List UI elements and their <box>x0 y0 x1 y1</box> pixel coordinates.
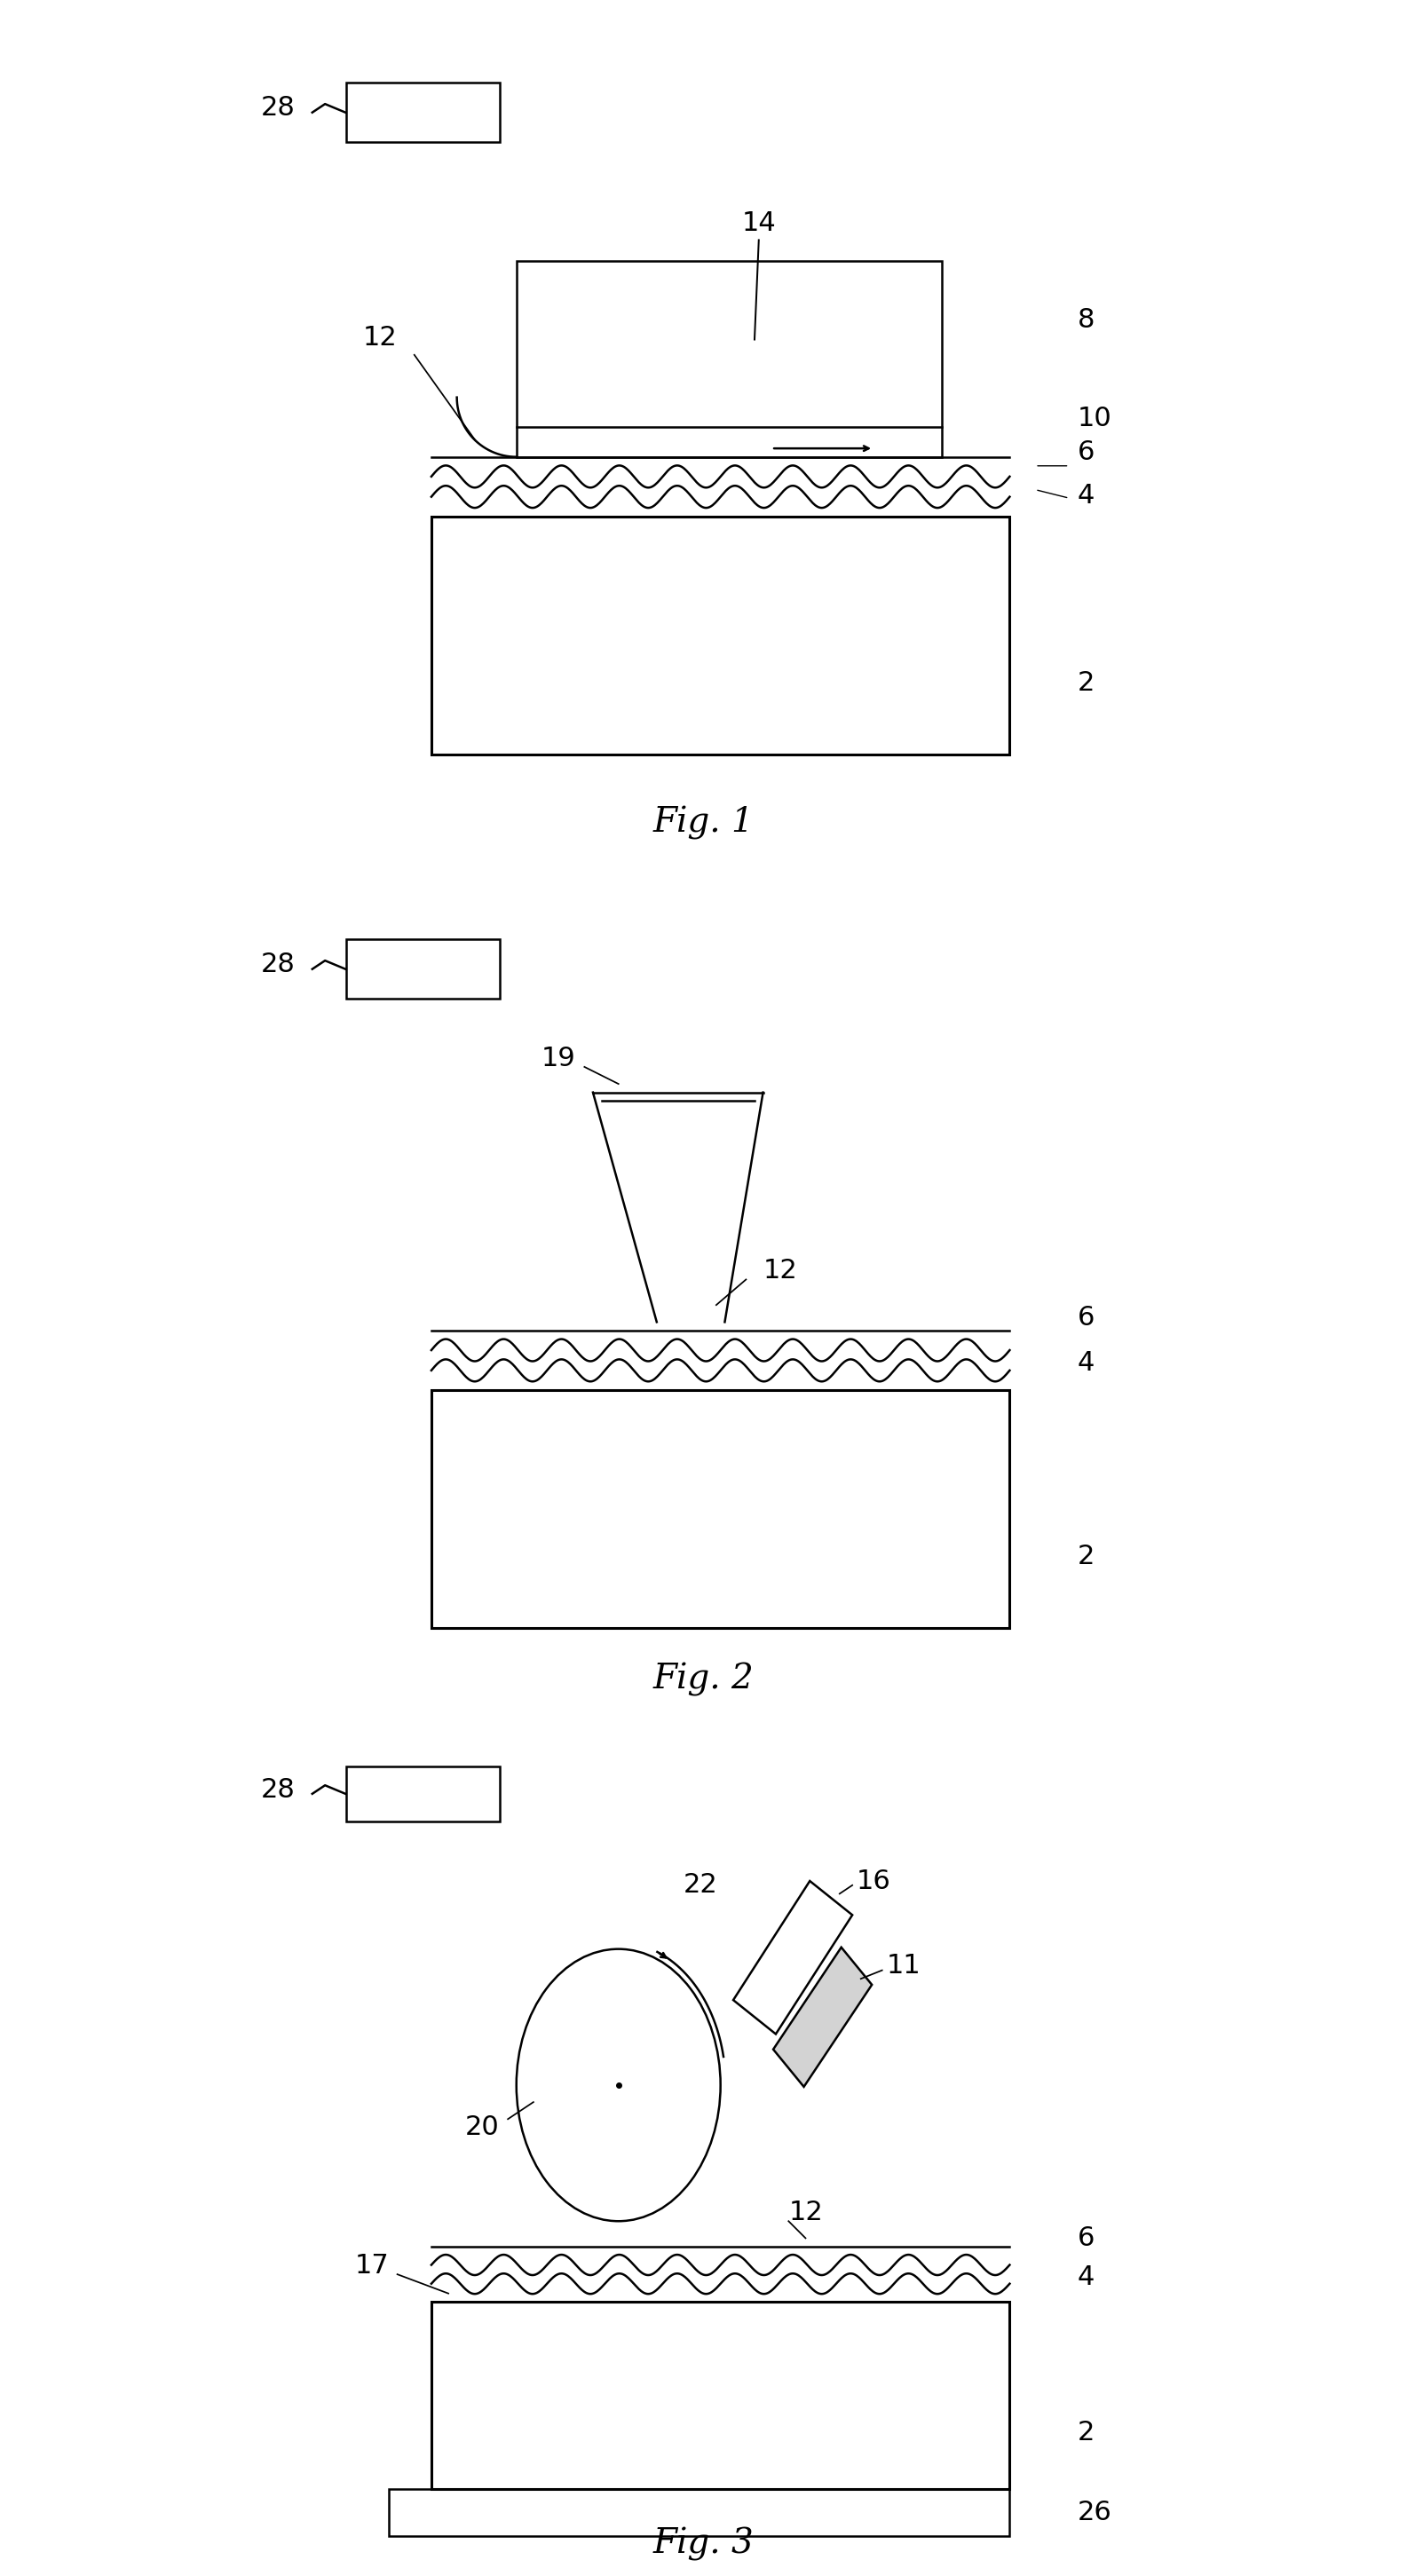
Text: 19: 19 <box>542 1046 575 1072</box>
Text: Fig. 2: Fig. 2 <box>653 1662 754 1695</box>
Text: 8: 8 <box>1078 307 1095 332</box>
Text: 10: 10 <box>1078 407 1112 433</box>
Text: 6: 6 <box>1078 2226 1095 2251</box>
Bar <box>346 940 499 999</box>
Bar <box>346 82 499 142</box>
Bar <box>432 2303 1010 2488</box>
Text: 2: 2 <box>1078 2419 1095 2445</box>
Text: 4: 4 <box>1078 2264 1095 2290</box>
Text: 26: 26 <box>1078 2499 1112 2524</box>
Text: 17: 17 <box>355 2254 388 2280</box>
Bar <box>388 2488 1010 2535</box>
Bar <box>516 260 941 456</box>
Text: 14: 14 <box>741 211 777 237</box>
Text: 2: 2 <box>1078 670 1095 696</box>
Ellipse shape <box>516 1950 720 2221</box>
Text: 16: 16 <box>857 1868 891 1893</box>
Text: 4: 4 <box>1078 1350 1095 1376</box>
Bar <box>432 1391 1010 1628</box>
Text: 12: 12 <box>788 2200 823 2226</box>
Text: 28: 28 <box>260 95 295 121</box>
Text: Fig. 1: Fig. 1 <box>653 806 754 840</box>
Polygon shape <box>733 1880 853 2035</box>
Text: 6: 6 <box>1078 1306 1095 1332</box>
Text: 20: 20 <box>464 2115 499 2141</box>
Text: 11: 11 <box>886 1953 920 1978</box>
Polygon shape <box>774 1947 872 2087</box>
Text: 4: 4 <box>1078 482 1095 507</box>
Text: Fig. 3: Fig. 3 <box>653 2527 754 2561</box>
Text: 28: 28 <box>260 953 295 979</box>
Text: 12: 12 <box>763 1257 798 1283</box>
Text: 2: 2 <box>1078 1543 1095 1569</box>
Bar <box>346 1767 499 1821</box>
Bar <box>432 515 1010 755</box>
Text: 6: 6 <box>1078 440 1095 466</box>
Text: 22: 22 <box>682 1873 718 1899</box>
Text: 12: 12 <box>363 325 397 350</box>
Text: 28: 28 <box>260 1777 295 1803</box>
